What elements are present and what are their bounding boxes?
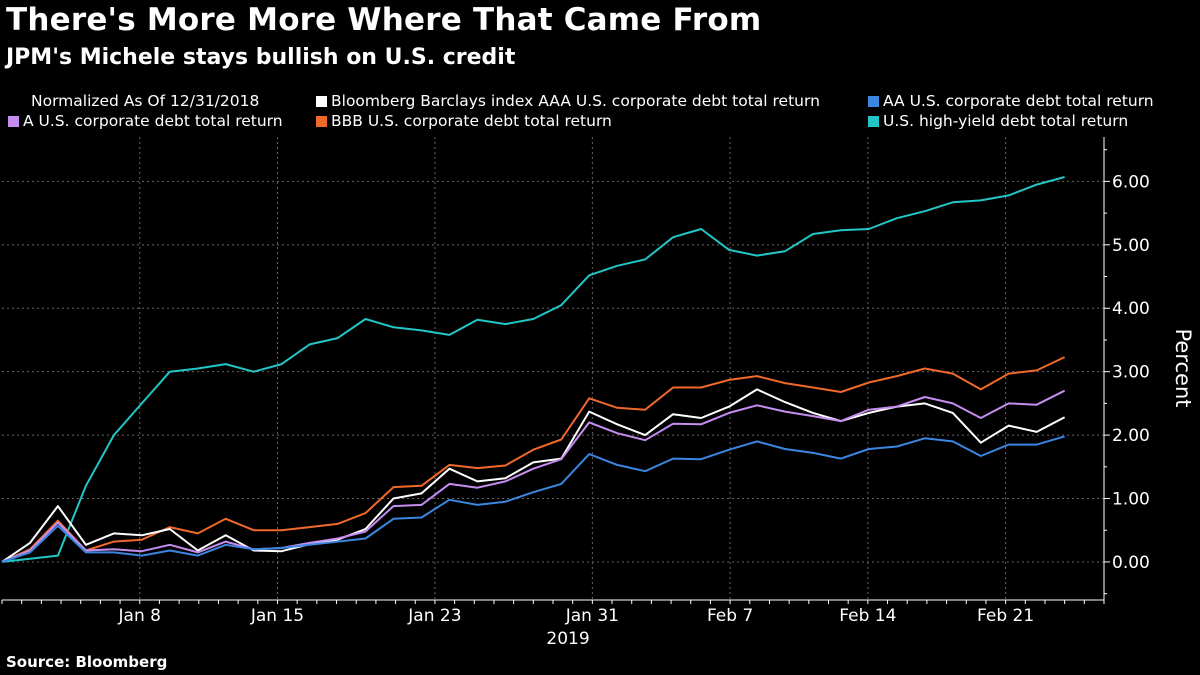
series-line-bbb [1, 356, 1066, 563]
legend-swatch-hy [868, 115, 879, 127]
x-year-label: 2019 [546, 629, 589, 649]
y-tick-label: 5.00 [1112, 236, 1150, 256]
y-tick-label: 0.00 [1112, 553, 1150, 573]
series-line-aaa [1, 388, 1066, 563]
legend-item-hy: U.S. high-yield debt total return [868, 112, 1128, 130]
legend-note-label: Normalized As Of 12/31/2018 [31, 92, 260, 110]
x-tick-label: Feb 7 [707, 606, 753, 626]
legend-swatch-a [8, 115, 19, 127]
legend-swatch-aa [868, 95, 879, 107]
x-tick-label: Feb 21 [977, 606, 1034, 626]
series-line-a [1, 389, 1066, 563]
legend-label-aaa: Bloomberg Barclays index AAA U.S. corpor… [331, 92, 820, 110]
legend-label-a: A U.S. corporate debt total return [23, 112, 283, 130]
legend-item-bbb: BBB U.S. corporate debt total return [316, 112, 612, 130]
grid [2, 137, 1104, 600]
source-note: Source: Bloomberg [6, 653, 168, 671]
y-tick-label: 3.00 [1112, 363, 1150, 383]
legend-label-aa: AA U.S. corporate debt total return [883, 92, 1154, 110]
series-line-aa [1, 435, 1065, 563]
chart-subtitle: JPM's Michele stays bullish on U.S. cred… [6, 45, 516, 70]
legend-swatch-bbb [316, 115, 327, 127]
x-tick-label: Feb 14 [839, 606, 896, 626]
y-axis-title: Percent [1171, 328, 1195, 407]
legend-label-bbb: BBB U.S. corporate debt total return [331, 112, 612, 130]
x-tick-label: Jan 23 [407, 606, 461, 626]
y-tick-label: 6.00 [1112, 172, 1150, 192]
legend-item-aaa: Bloomberg Barclays index AAA U.S. corpor… [316, 92, 820, 110]
tick-labels: 0.00 1.00 2.00 3.00 4.00 5.00 6.00 Jan 8 Jan 15 J… [118, 172, 1195, 649]
axes [1, 137, 1110, 604]
legend-label-hy: U.S. high-yield debt total return [883, 112, 1129, 130]
chart-title: There's More More Where That Came From [6, 2, 762, 38]
legend-item-aa: AA U.S. corporate debt total return [868, 92, 1154, 110]
series-lines [1, 176, 1066, 563]
x-tick-label: Jan 31 [565, 606, 619, 626]
y-tick-label: 1.00 [1112, 490, 1150, 510]
legend-swatch-aaa [316, 95, 327, 107]
x-tick-label: Jan 15 [250, 606, 304, 626]
legend-note: Normalized As Of 12/31/2018 [31, 92, 259, 110]
x-tick-label: Jan 8 [118, 606, 161, 626]
y-tick-label: 2.00 [1112, 426, 1150, 446]
legend-item-a: A U.S. corporate debt total return [8, 112, 283, 130]
series-line-hy [1, 176, 1065, 563]
y-tick-label: 4.00 [1112, 299, 1150, 319]
